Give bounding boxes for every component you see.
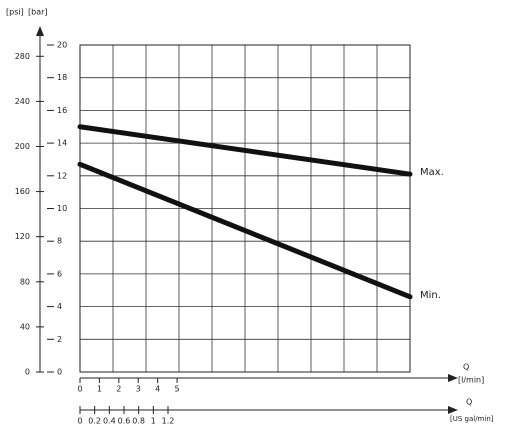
x2-axis-label: Q: [466, 398, 472, 407]
x-tick-label: 0: [77, 385, 82, 394]
x2-tick-label: 1: [151, 417, 156, 426]
bar-tick-label: 20: [57, 41, 67, 50]
x-tick-label: 5: [175, 385, 180, 394]
x2-tick-label: 0.4: [103, 417, 116, 426]
x2-tick-label: 0.2: [88, 417, 101, 426]
psi-tick-label: 120: [15, 232, 30, 241]
x-axis-label: Q: [463, 363, 469, 372]
psi-axis-label: [psi]: [6, 8, 24, 17]
psi-tick-label: 240: [15, 97, 30, 106]
series-line: [77, 124, 413, 177]
psi-tick-label: 40: [20, 322, 30, 331]
psi-tick-label: 80: [20, 277, 30, 286]
series-label: Min.: [420, 290, 441, 301]
plot-border: [79, 44, 411, 373]
bar-tick-label: 12: [57, 171, 67, 180]
bar-tick-label: 18: [57, 73, 67, 82]
x2-axis-arrow: [448, 406, 458, 414]
series-line: [77, 161, 413, 300]
x-tick-label: 4: [155, 385, 160, 394]
x2-tick-label: 0.6: [118, 417, 131, 426]
psi-axis-arrow: [36, 26, 44, 36]
psi-tick-label: 0: [25, 368, 30, 377]
x2-tick-label: 0.8: [132, 417, 145, 426]
x-axis-unit: [l/min]: [458, 376, 484, 385]
series-label: Max.: [420, 167, 444, 178]
psi-tick-label: 160: [15, 187, 30, 196]
bar-tick-label: 4: [57, 302, 62, 311]
x-tick-label: 3: [136, 385, 141, 394]
bar-tick-label: 14: [57, 139, 67, 148]
x2-tick-label: 1.2: [162, 417, 175, 426]
psi-tick-label: 200: [15, 142, 30, 151]
x-axis-arrow: [448, 374, 458, 382]
psi-tick-label: 280: [15, 52, 30, 61]
x2-tick-label: 0: [77, 417, 82, 426]
bar-tick-label: 10: [57, 204, 67, 213]
x2-axis-unit: [US gal/min]: [450, 415, 494, 423]
bar-tick-label: 0: [57, 368, 62, 377]
bar-tick-label: 8: [57, 237, 62, 246]
bar-axis-label: [bar]: [28, 8, 48, 17]
bar-tick-label: 6: [57, 269, 62, 278]
bar-tick-label: 2: [57, 335, 62, 344]
bar-tick-label: 16: [57, 106, 67, 115]
x-tick-label: 2: [116, 385, 121, 394]
x-tick-label: 1: [97, 385, 102, 394]
